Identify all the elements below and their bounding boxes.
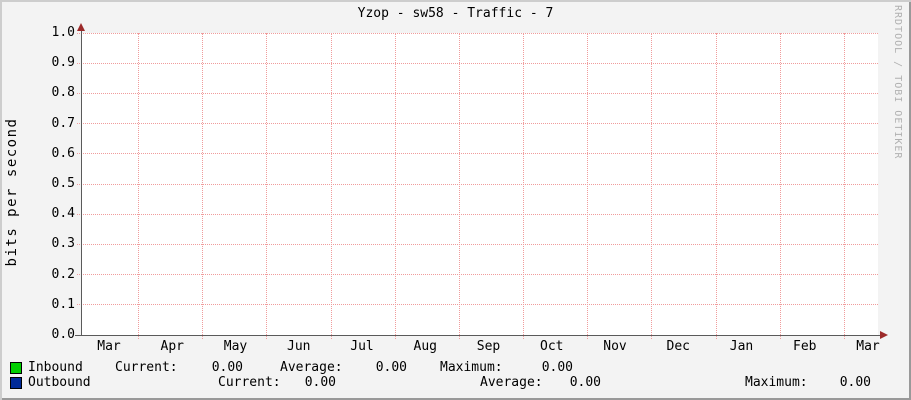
legend-maximum-value: 0.00 <box>541 360 573 375</box>
x-tick-label: Mar <box>97 339 121 354</box>
month-grid-line <box>458 33 460 339</box>
legend-series-name: Inbound <box>28 360 83 375</box>
y-grid-line <box>77 62 878 64</box>
legend-average-value: 0.00 <box>375 360 407 375</box>
x-tick-label: May <box>223 339 248 354</box>
y-axis-line <box>81 26 82 335</box>
legend-current-label: Current: <box>115 360 178 375</box>
month-grid-line <box>843 33 845 339</box>
y-tick-label: 0.6 <box>51 145 75 161</box>
y-grid-line <box>77 304 878 306</box>
y-tick-label: 0.7 <box>51 115 75 131</box>
legend-current-label: Current: <box>218 375 281 390</box>
legend-maximum-label: Maximum: <box>440 360 503 375</box>
x-tick-label: Jul <box>350 339 374 354</box>
y-tick-label: 0.1 <box>51 296 75 312</box>
y-tick-label: 0.9 <box>51 55 75 71</box>
y-tick-label: 0.3 <box>51 236 75 252</box>
legend-maximum-label: Maximum: <box>745 375 808 390</box>
y-tick-label: 0.4 <box>51 206 75 222</box>
month-grid-line <box>715 33 717 339</box>
x-axis-line <box>75 335 880 336</box>
x-tick-label: Aug <box>413 339 437 354</box>
x-tick-label: Jan <box>729 339 754 354</box>
month-grid-line <box>523 33 525 339</box>
y-tick-label: 1.0 <box>51 25 75 40</box>
y-grid-line <box>77 213 878 215</box>
y-tick-label: 0.2 <box>51 266 75 282</box>
legend-series-name: Outbound <box>28 375 91 390</box>
legend-maximum-value: 0.00 <box>839 375 871 390</box>
x-tick-label: Jun <box>287 339 311 354</box>
y-tick-label: 0.8 <box>51 85 75 101</box>
inbound-swatch-icon <box>10 362 22 374</box>
y-grid-line <box>77 153 878 155</box>
y-grid-line <box>77 183 878 185</box>
month-grid-line <box>266 33 268 339</box>
month-grid-line <box>651 33 653 339</box>
month-grid-line <box>202 33 204 339</box>
legend-current-value: 0.00 <box>304 375 336 390</box>
graph-title: Yzop - sw58 - Traffic - 7 <box>357 6 554 21</box>
x-tick-label: Feb <box>793 339 817 354</box>
x-tick-label: Apr <box>160 339 184 354</box>
legend-average-value: 0.00 <box>569 375 601 390</box>
x-tick-label: Nov <box>603 339 627 354</box>
y-tick-label: 0.5 <box>51 176 75 191</box>
y-grid-line <box>77 32 878 34</box>
legend-average-label: Average: <box>280 360 343 375</box>
y-grid-line <box>77 92 878 94</box>
y-grid-line <box>77 123 878 125</box>
y-axis-arrow-icon <box>77 23 85 31</box>
x-tick-label: Dec <box>666 339 690 354</box>
month-grid-line <box>330 33 332 339</box>
y-tick-label: 0.0 <box>51 327 75 342</box>
x-tick-label: Oct <box>540 339 564 354</box>
y-grid-line <box>77 274 878 276</box>
month-grid-line <box>394 33 396 339</box>
month-grid-line <box>587 33 589 339</box>
month-grid-line <box>138 33 139 339</box>
y-grid-line <box>77 243 878 245</box>
legend-average-label: Average: <box>480 375 543 390</box>
outbound-swatch-icon <box>10 377 22 389</box>
x-tick-label: Mar <box>856 339 880 354</box>
legend-current-value: 0.00 <box>211 360 243 375</box>
x-axis-arrow-icon <box>880 331 888 339</box>
month-grid-line <box>779 33 781 339</box>
x-tick-label: Sep <box>476 339 501 354</box>
